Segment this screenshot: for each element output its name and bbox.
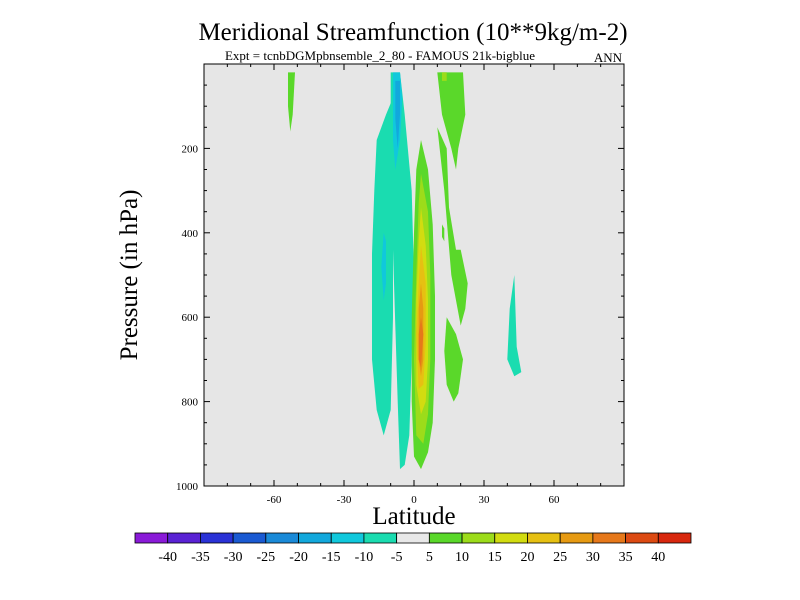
y-tick-label: 1000 xyxy=(176,481,199,493)
colorbar-tick-label: -20 xyxy=(289,550,308,565)
y-tick-label: 600 xyxy=(182,312,199,324)
colorbar-swatch xyxy=(363,532,398,544)
colorbar-tick-label: -30 xyxy=(224,550,243,565)
contour-layer xyxy=(288,72,522,470)
season-label: ANN xyxy=(594,50,623,65)
colorbar-tick-label: -40 xyxy=(158,550,177,565)
colorbar-swatch xyxy=(657,532,692,544)
colorbar-tick-label: -25 xyxy=(256,550,275,565)
x-tick-label: 0 xyxy=(411,494,417,506)
colorbar-swatch xyxy=(330,532,365,544)
colorbar-tick-label: 5 xyxy=(426,550,433,565)
colorbar-tick-label: 10 xyxy=(455,550,469,565)
y-tick-label: 400 xyxy=(182,228,199,240)
y-axis-label: Pressure (in hPa) xyxy=(116,190,143,361)
colorbar-swatch xyxy=(232,532,267,544)
contour-region-7 xyxy=(437,127,468,326)
contour-region-10 xyxy=(288,72,295,132)
colorbar-tick-label: 30 xyxy=(586,550,600,565)
y-tick-label: 800 xyxy=(182,397,199,409)
x-tick-label: -60 xyxy=(267,494,282,506)
contour-region-16 xyxy=(418,317,424,368)
x-tick-label: 30 xyxy=(479,494,491,506)
contour-region-9 xyxy=(437,72,466,170)
colorbar-tick-label: -5 xyxy=(391,550,403,565)
x-tick-label: -30 xyxy=(337,494,352,506)
colorbar-swatch xyxy=(625,532,659,544)
colorbar-tick-label: 15 xyxy=(488,550,502,565)
colorbar-swatch xyxy=(265,532,299,544)
colorbar-swatch xyxy=(494,532,528,544)
contour-region-8 xyxy=(444,317,463,402)
colorbar-swatch xyxy=(134,532,169,544)
colorbar-tick-label: 40 xyxy=(651,550,665,565)
colorbar-swatch xyxy=(298,532,332,544)
contour-region-4 xyxy=(395,80,400,149)
axis-ticks: -60 -30 0 30 60 200 400 600 800 1000 xyxy=(176,64,624,506)
colorbar: -40 -35 -30 -25 -20 -15 -10 -5 5 10 15 20 25 30 35 40 xyxy=(134,532,692,565)
chart-subtitle: Expt = tcnbDGMpbnsemble_2_80 - FAMOUS 21… xyxy=(225,48,535,63)
colorbar-swatch xyxy=(428,532,463,544)
colorbar-tick-label: 25 xyxy=(553,550,567,565)
colorbar-tick-label: -15 xyxy=(322,550,341,565)
contour-region-3 xyxy=(381,232,386,301)
contour-region-11 xyxy=(442,224,445,242)
colorbar-swatch xyxy=(396,532,430,544)
colorbar-tick-label: -35 xyxy=(191,550,210,565)
colorbar-swatch xyxy=(559,532,594,544)
colorbar-swatch xyxy=(200,532,234,544)
colorbar-tick-label: 35 xyxy=(619,550,633,565)
contour-region-5 xyxy=(507,275,522,377)
colorbar-tick-label: -10 xyxy=(355,550,374,565)
colorbar-swatch xyxy=(167,532,201,544)
colorbar-tick-label: 20 xyxy=(520,550,534,565)
y-tick-label: 200 xyxy=(182,143,199,155)
contour-region-0 xyxy=(390,72,414,470)
colorbar-swatch xyxy=(592,532,626,544)
contour-region-18 xyxy=(442,72,447,81)
colorbar-swatch xyxy=(527,532,561,544)
x-tick-label: 60 xyxy=(549,494,561,506)
chart-title: Meridional Streamfunction (10**9kg/m-2) xyxy=(198,19,627,46)
colorbar-swatch xyxy=(461,532,496,544)
x-axis-label: Latitude xyxy=(372,503,455,530)
